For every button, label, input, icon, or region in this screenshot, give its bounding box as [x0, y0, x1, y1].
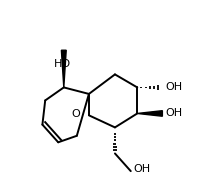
Polygon shape	[61, 50, 66, 87]
Text: O: O	[72, 109, 81, 119]
Text: OH: OH	[134, 164, 151, 174]
Polygon shape	[137, 111, 162, 116]
Text: OH: OH	[166, 82, 183, 92]
Text: HO: HO	[54, 59, 72, 69]
Text: OH: OH	[166, 108, 183, 118]
